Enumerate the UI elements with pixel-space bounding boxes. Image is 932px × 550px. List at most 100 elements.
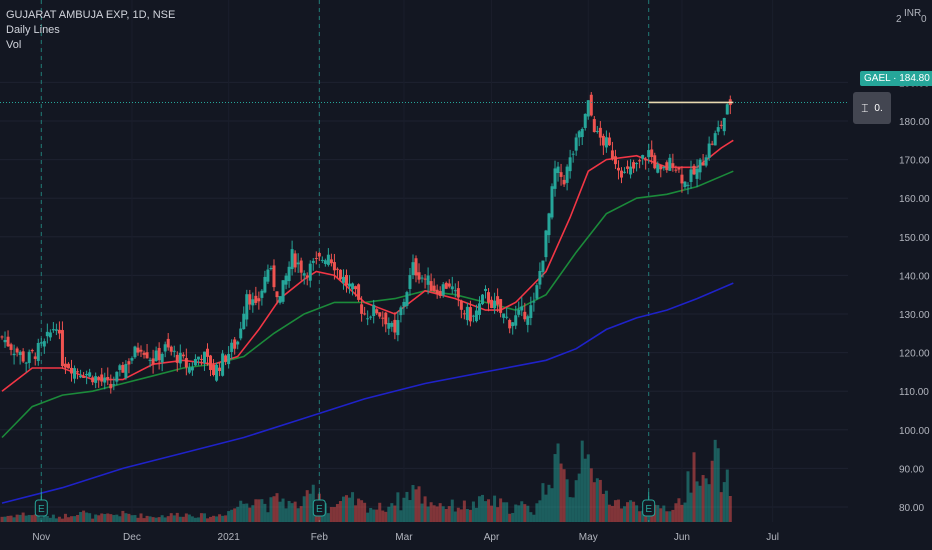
candle-body (468, 307, 472, 322)
price-axis[interactable]: 80.00 90.00 100.00 110.00 120.00 130.00 140.00… (896, 14, 930, 514)
volume-bar (477, 496, 481, 522)
candle-body (275, 291, 279, 298)
volume-bar (221, 515, 225, 522)
candle-body (45, 331, 49, 337)
volume-bar (396, 492, 400, 522)
indicator-label[interactable]: Daily Lines (6, 24, 60, 36)
volume-bar (390, 503, 394, 522)
price-tick-label: 180.00 (899, 117, 930, 128)
volume-label[interactable]: Vol (6, 39, 22, 51)
candle-body (284, 275, 288, 285)
volume-bar (595, 478, 599, 522)
candle-body (586, 100, 590, 117)
volume-bar (671, 509, 675, 522)
candle-body (266, 269, 270, 282)
candle-body (541, 260, 545, 272)
volume-bar (233, 508, 237, 522)
candle-body (212, 364, 216, 376)
candle-body (357, 284, 361, 300)
candle-body (127, 361, 131, 365)
candle-body (671, 163, 675, 167)
candle-body (51, 329, 55, 331)
candle-body (260, 290, 264, 298)
volume-bar (112, 515, 116, 522)
volume-bar (366, 512, 370, 522)
volume-bar (459, 509, 463, 522)
candle-body (15, 348, 19, 353)
candle-body (653, 155, 657, 169)
volume-bar (290, 503, 294, 522)
candle-body (145, 352, 149, 359)
price-tick-label-top: 2 (896, 14, 902, 25)
price-tick-label: 170.00 (899, 156, 930, 167)
candle-body (245, 294, 249, 320)
volume-bar (490, 505, 494, 522)
measure-button[interactable]: ⌶ 0. (853, 92, 891, 124)
symbol-title[interactable]: GUJARAT AMBUJA EXP, 1D, NSE (6, 9, 176, 21)
volume-bar (559, 463, 563, 522)
candle-body (462, 313, 466, 315)
volume-bar (199, 513, 203, 522)
candle-body (115, 371, 119, 382)
candle-body (9, 344, 13, 350)
candle-body (493, 300, 497, 309)
volume-bar (505, 502, 509, 522)
time-tick-label: Feb (311, 532, 329, 543)
candle-body (378, 312, 382, 317)
candle-body (311, 260, 315, 263)
candle-body (18, 351, 22, 356)
volume-bar (160, 515, 164, 522)
volume-bar (514, 504, 518, 522)
candle-body (674, 169, 678, 171)
volume-bar (480, 494, 484, 522)
candle-body (577, 131, 581, 138)
candle-body (701, 162, 705, 166)
candle-body (650, 149, 654, 157)
candle-body (63, 363, 67, 368)
candle-body (169, 346, 173, 352)
candle-body (414, 258, 418, 276)
volume-bar (375, 509, 379, 522)
candle-body (48, 332, 52, 338)
volume-bar (73, 516, 77, 522)
candle-body (308, 263, 312, 281)
candle-body (613, 156, 617, 165)
volume-bar (535, 503, 539, 522)
time-axis[interactable]: Nov Dec 2021 Feb Mar Apr May Jun Jul (32, 532, 779, 543)
volume-bar (169, 513, 173, 522)
candle-body (0, 336, 4, 338)
candle-body (487, 292, 491, 303)
volume-bar (354, 505, 358, 522)
candle-body (230, 342, 234, 352)
volume-bar (30, 515, 34, 522)
candle-body (544, 230, 548, 258)
candle-body (6, 336, 10, 347)
time-tick-label: May (579, 532, 598, 543)
candle-body (39, 342, 43, 344)
candle-body (320, 259, 324, 261)
volume-bar (508, 513, 512, 522)
volume-bar (487, 499, 491, 522)
volume-bar (215, 516, 219, 522)
candle-body (335, 268, 339, 270)
candle-body (70, 367, 74, 374)
volume-bar (656, 505, 660, 522)
volume-bar (24, 515, 28, 522)
volume-bar (538, 500, 542, 522)
volume-bar (193, 517, 197, 522)
candle-body (224, 355, 228, 362)
volume-bar (662, 505, 666, 522)
volume-bar (399, 510, 403, 522)
volume-bar (610, 505, 614, 522)
currency-label[interactable]: INR (904, 8, 922, 19)
candle-body (196, 356, 200, 360)
price-tick-label: 110.00 (899, 387, 929, 398)
volume-bar (302, 496, 306, 522)
volume-bar (381, 510, 385, 522)
volume-bar (57, 516, 61, 522)
volume-bar (550, 488, 554, 522)
volume-bar (626, 502, 630, 522)
